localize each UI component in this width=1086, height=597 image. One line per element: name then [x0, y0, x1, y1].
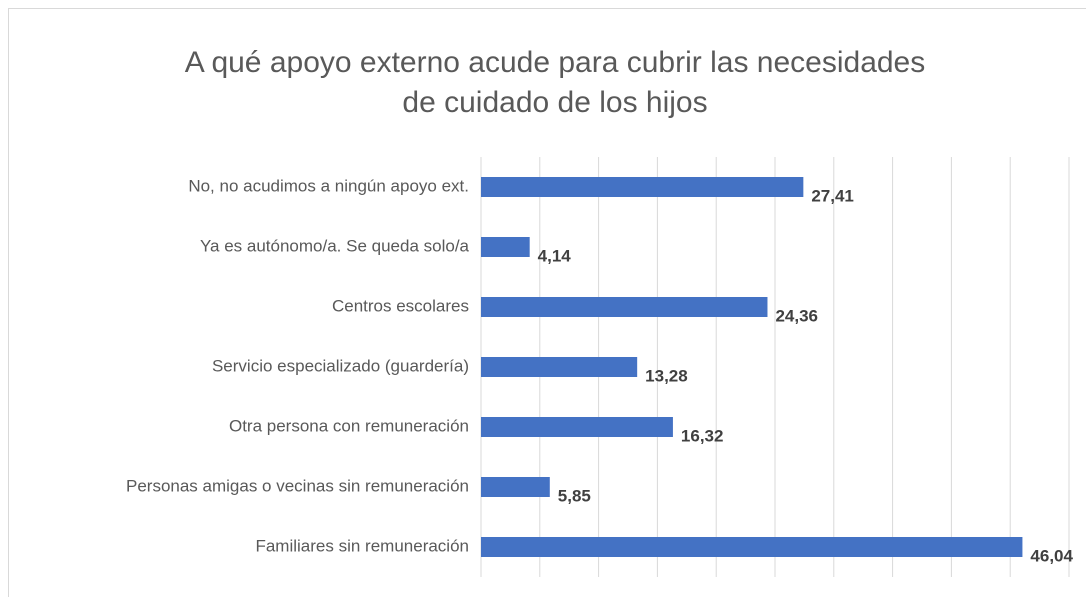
value-label: 27,41	[811, 186, 854, 205]
value-label: 16,32	[681, 426, 724, 445]
y-tick-label: Ya es autónomo/a. Se queda solo/a	[200, 236, 470, 255]
y-tick-label: Servicio especializado (guardería)	[212, 356, 469, 375]
bar	[481, 237, 530, 257]
bar	[481, 537, 1023, 557]
y-tick-label: Personas amigas o vecinas sin remuneraci…	[126, 476, 469, 495]
value-label: 24,36	[775, 306, 818, 325]
y-tick-label: No, no acudimos a ningún apoyo ext.	[188, 176, 469, 195]
y-tick-label: Otra persona con remuneración	[229, 416, 469, 435]
value-label: 13,28	[645, 366, 688, 385]
value-label: 5,85	[558, 486, 591, 505]
chart-title: A qué apoyo externo acude para cubrir la…	[185, 46, 926, 79]
bar	[481, 357, 638, 377]
y-tick-label: Familiares sin remuneración	[255, 536, 469, 555]
bar	[481, 417, 673, 437]
chart-title: de cuidado de los hijos	[402, 86, 707, 119]
y-tick-label: Centros escolares	[332, 296, 469, 315]
value-label: 46,04	[1030, 546, 1073, 565]
bar	[481, 477, 550, 497]
bar	[481, 297, 768, 317]
value-label: 4,14	[538, 246, 572, 265]
bar	[481, 177, 804, 197]
